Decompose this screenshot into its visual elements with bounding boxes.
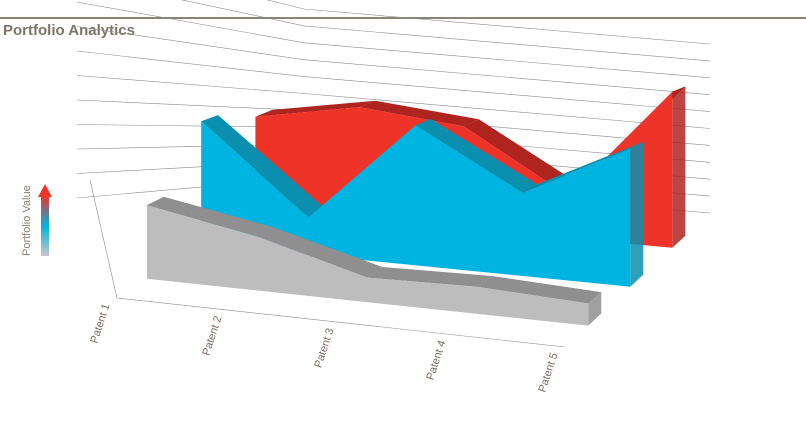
gridline-back bbox=[303, 25, 711, 62]
series-top-face bbox=[463, 119, 583, 196]
gridline-back bbox=[303, 42, 711, 79]
x-tick-label: Patent 3 bbox=[312, 327, 336, 370]
y-axis-legend: Portfolio Value bbox=[21, 184, 52, 256]
series-top-face bbox=[359, 100, 479, 127]
y-axis-label: Portfolio Value bbox=[21, 185, 33, 256]
page-title: Portfolio Analytics bbox=[3, 22, 135, 39]
chart-series bbox=[146, 86, 686, 326]
series-top-face bbox=[257, 227, 383, 278]
series-top-face bbox=[477, 276, 602, 304]
colorbar bbox=[41, 196, 49, 256]
series-top-face bbox=[255, 100, 376, 117]
floor-edge bbox=[116, 297, 566, 348]
gridline-left bbox=[76, 1, 305, 44]
x-tick-label: Patent 4 bbox=[424, 339, 448, 382]
series-top-face bbox=[415, 119, 537, 193]
axis-edge bbox=[89, 179, 118, 299]
x-tick-label: Patent 1 bbox=[88, 302, 112, 345]
gridline-left bbox=[266, 0, 305, 10]
x-tick-label: Patent 5 bbox=[536, 351, 560, 394]
x-tick-label: Patent 2 bbox=[200, 315, 224, 358]
gridline-left bbox=[76, 75, 305, 94]
series-top-face bbox=[523, 141, 644, 193]
gridline-left bbox=[76, 50, 305, 77]
gridline-back bbox=[303, 59, 711, 95]
header-rule bbox=[0, 17, 806, 19]
gridline-left bbox=[181, 0, 305, 27]
gridline-back bbox=[303, 76, 711, 112]
colorbar-arrow-icon bbox=[38, 184, 52, 197]
series-end-cap bbox=[630, 141, 644, 287]
series-end-cap bbox=[672, 86, 686, 248]
x-axis-ticks: Patent 1 Patent 2 Patent 3 Patent 4 Patent 5 bbox=[88, 302, 560, 394]
series-top-face bbox=[201, 115, 325, 218]
series-top-face bbox=[146, 196, 274, 237]
gridline-left bbox=[76, 99, 305, 111]
series-1 bbox=[146, 196, 602, 326]
series-end-cap bbox=[588, 292, 602, 326]
gridline-left bbox=[76, 26, 305, 60]
gridline-back bbox=[303, 8, 711, 45]
series-front-face bbox=[146, 205, 589, 326]
series-top-face bbox=[367, 267, 492, 287]
